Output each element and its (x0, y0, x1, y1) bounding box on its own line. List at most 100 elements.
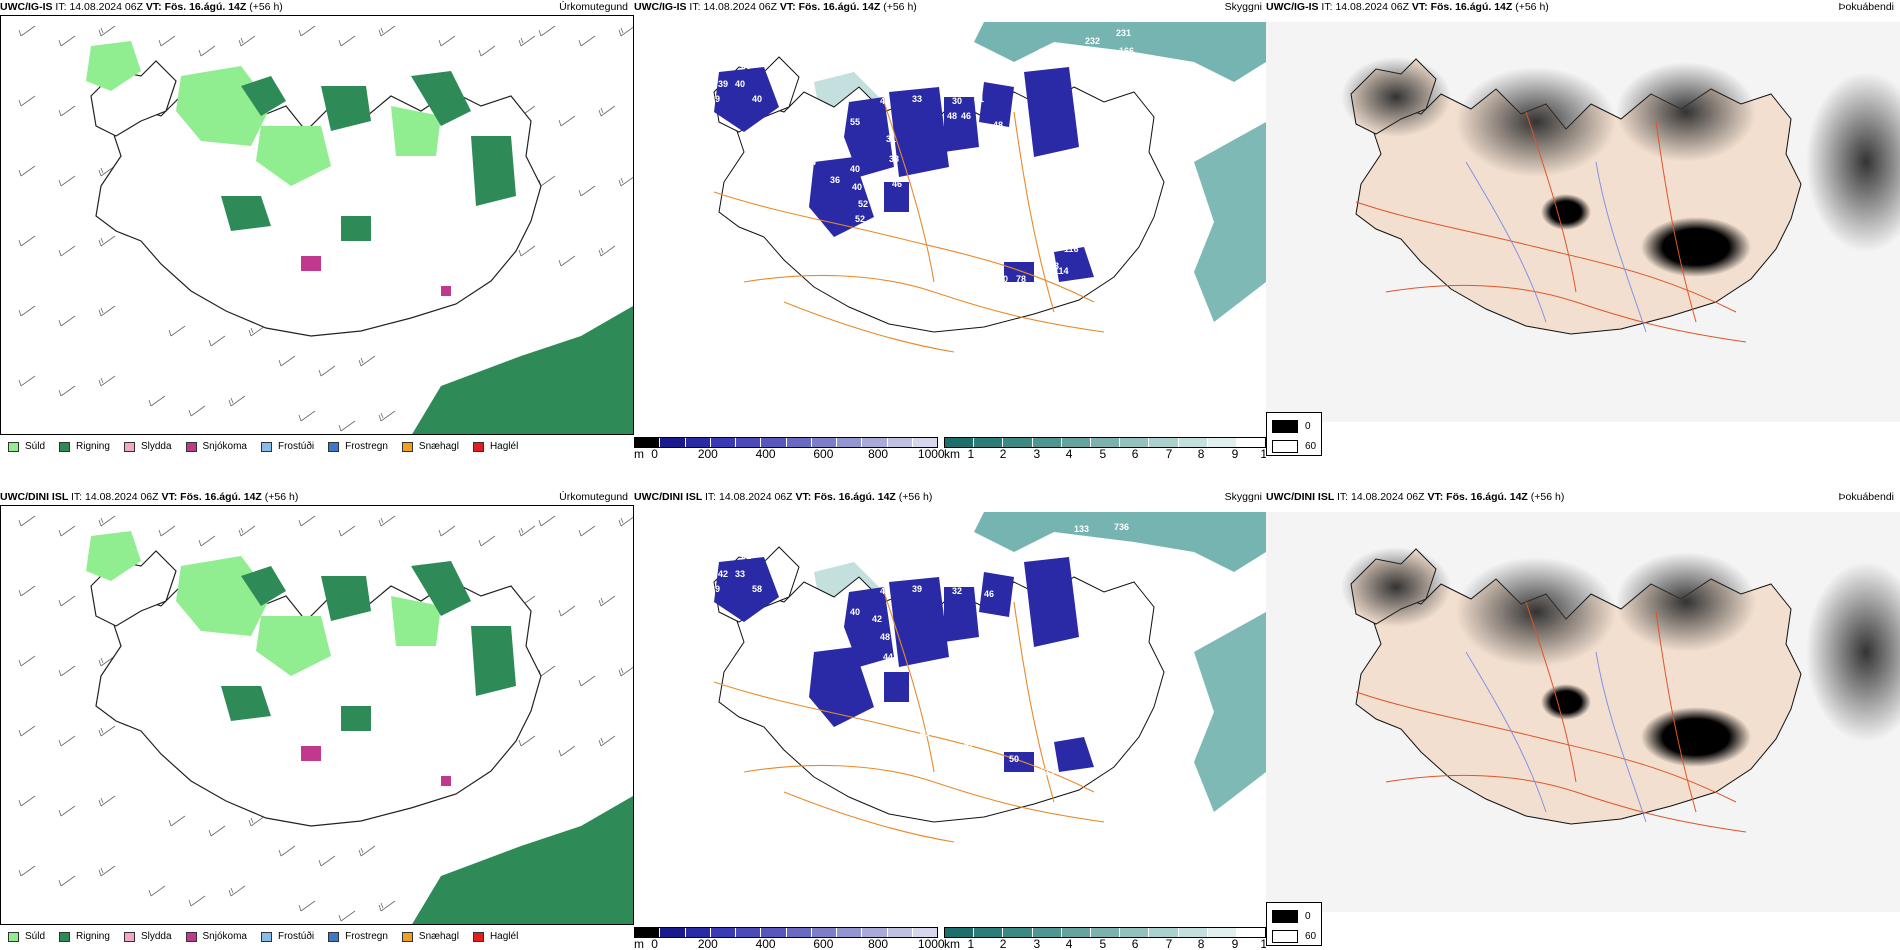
model-name: UWC/DINI ISL (1266, 491, 1337, 503)
colorbar-tick-label: 1000 (917, 937, 945, 950)
colorbar-segment (635, 438, 661, 447)
visibility-value-label: 40 (880, 96, 890, 106)
rivers (1465, 651, 1647, 823)
colorbar-segment (1003, 438, 1033, 447)
lead-time: (+56 h) (1530, 491, 1565, 503)
fog-panel: UWC/DINI ISL IT: 14.08.2024 06Z VT: Fös.… (1266, 490, 1900, 950)
fog-key-label: 0 (1305, 911, 1311, 922)
legend-item: Snæhagl (401, 931, 459, 942)
panel-title-fog: Þokuábendi (1838, 491, 1894, 503)
visibility-value-label: 146 (868, 732, 883, 742)
vt-label: VT: (145, 1, 165, 13)
legend-swatch (260, 931, 272, 942)
colorbar-tick-label: 10 (1260, 447, 1266, 460)
visibility-value-label: 51 (678, 602, 688, 612)
colorbar-tick-label: 8 (1197, 447, 1205, 460)
fog-panel: UWC/IG-IS IT: 14.08.2024 06Z VT: Fös. 16… (1266, 0, 1900, 460)
visibility-value-label: 55 (850, 117, 860, 127)
fog-key: 0 60 (1266, 412, 1322, 456)
colorbar-segment (710, 928, 736, 937)
colorbar-segment (862, 928, 888, 937)
visibility-value-label: 52 (855, 214, 865, 224)
visibility-value-label: 190 (1057, 44, 1072, 54)
fog-key-swatch (1272, 420, 1298, 433)
legend-label: Frostregn (345, 441, 388, 452)
iceland-outline (90, 60, 542, 337)
legend-item: Rigning (59, 441, 110, 452)
visibility-colorbar (944, 437, 1266, 448)
visibility-value-label: 137 (1038, 47, 1053, 57)
colorbar-tick-label: 7 (1165, 447, 1173, 460)
vt-label: VT: (779, 1, 799, 13)
legend-swatch (59, 931, 71, 942)
colorbar-tick-label: 6 (1131, 937, 1139, 950)
legend-swatch (260, 441, 272, 452)
run-header: UWC/IG-IS IT: 14.08.2024 06Z VT: Fös. 16… (1266, 0, 1549, 14)
legend-item: Frostúði (260, 441, 314, 452)
colorbar-segment (1090, 438, 1121, 447)
visibility-value-label: 44 (693, 94, 703, 104)
legend-swatch (472, 931, 484, 942)
roads (713, 101, 1105, 353)
colorbar-segment (1178, 928, 1208, 937)
visibility-value-label: 39 (718, 79, 728, 89)
visibility-value-label: 43 (925, 378, 935, 388)
visibility-value-label: 166 (1119, 46, 1134, 56)
visibility-value-label: 61 (678, 112, 688, 122)
vt-value: Fös. 16.ágú. 14Z (1430, 1, 1516, 13)
lead-time: (+56 h) (1515, 1, 1549, 13)
legend-swatch (328, 441, 340, 452)
it-label: IT: (55, 1, 70, 13)
colorbar-tick-label: 0 (651, 447, 658, 460)
fog-key-swatch (1272, 440, 1298, 453)
legend-swatch (185, 931, 197, 942)
visibility-value-label: 44 (883, 652, 893, 662)
legend-label: Frostregn (345, 931, 388, 942)
legend-swatch (328, 931, 340, 942)
visibility-value-label: 30 (808, 251, 818, 261)
colorbar-tick-label: 4 (1065, 937, 1073, 950)
visibility-panel: UWC/DINI ISL IT: 14.08.2024 06Z VT: Fös.… (634, 490, 1266, 950)
colorbar-segment (1236, 438, 1266, 447)
visibility-value-label: 51 (874, 239, 884, 249)
visibility-value-label: 39 (710, 94, 720, 104)
visibility-value-label: 33 (912, 94, 922, 104)
colorbar-segment (1120, 438, 1150, 447)
precip-map (0, 505, 634, 926)
visibility-value-label: 41 (879, 702, 889, 712)
run-header: UWC/DINI ISL IT: 14.08.2024 06Z VT: Fös.… (634, 490, 932, 504)
legend-item: Haglél (472, 441, 518, 452)
it-value: 14.08.2024 06Z (1335, 1, 1412, 13)
visibility-value-label: 39 (912, 584, 922, 594)
visibility-value-label: 39 (710, 584, 720, 594)
legend-label: Haglél (489, 931, 519, 942)
panel-title-visibility: Skyggni (1224, 1, 1262, 13)
visibility-value-label: 116 (1064, 244, 1079, 254)
legend-label: Snjókoma (202, 441, 247, 452)
visibility-value-label: 231 (1116, 28, 1131, 38)
precip-legend: Súld Rigning Slydda Snjókoma Frostúði Frostre… (8, 441, 532, 452)
legend-label: Súld (25, 931, 46, 942)
visibility-labels: 53 39 40 44 39 61 40 55 45 40 33 31 30 48 46 48 40 41 48 58… (678, 28, 1134, 388)
it-label: IT: (70, 491, 85, 503)
visibility-value-label: 41 (880, 586, 890, 596)
vt-label: VT: (1427, 491, 1447, 503)
vt-label: VT: (1411, 1, 1431, 13)
colorbar-tick-label: 200 (697, 447, 718, 460)
visibility-value-label: 344 (1116, 546, 1131, 556)
lead-time: (+56 h) (249, 1, 283, 13)
legend-swatch (472, 441, 484, 452)
visibility-value-label: 42 (718, 569, 728, 579)
visibility-value-label: 48 (880, 632, 890, 642)
visibility-value-label: 78 (1016, 274, 1026, 284)
visibility-panel: UWC/IG-IS IT: 14.08.2024 06Z VT: Fös. 16… (634, 0, 1266, 460)
visibility-value-label: 48 (947, 111, 957, 121)
legend-item: Snæhagl (401, 441, 459, 452)
visibility-value-label: 117 (1124, 799, 1139, 809)
visibility-value-label: 736 (1114, 522, 1129, 532)
roads (1355, 111, 1747, 343)
colorbar-tick-label: 1 (967, 937, 975, 950)
visibility-value-label: 42 (754, 224, 764, 234)
visibility-value-label: 52 (858, 199, 868, 209)
colorbar-segment (887, 438, 913, 447)
